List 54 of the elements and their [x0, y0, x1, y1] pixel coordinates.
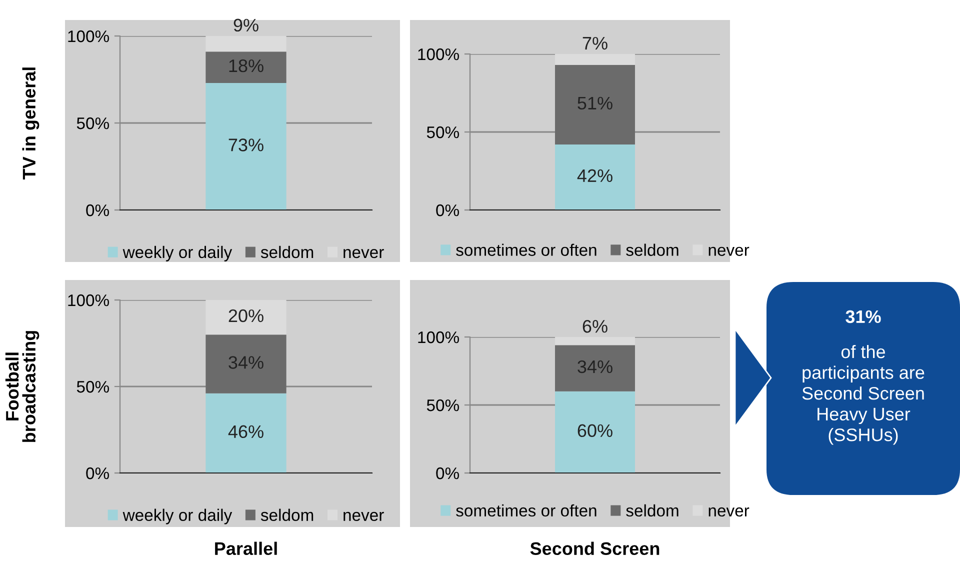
x-axis-title: Second Screen: [530, 542, 660, 556]
legend-label: seldom: [626, 504, 678, 517]
bar: [555, 337, 635, 346]
bar: [206, 393, 286, 473]
y-tick-label: 0%: [86, 467, 109, 480]
y-tick-label: 50%: [76, 380, 109, 393]
data-label: 51%: [578, 96, 612, 110]
legend-label: seldom: [260, 246, 314, 258]
legend-label: sometimes or often: [456, 244, 596, 256]
legend-label: seldom: [260, 508, 314, 521]
data-label: 60%: [578, 424, 612, 438]
data-label: 7%: [582, 36, 608, 50]
data-label: 42%: [577, 169, 612, 182]
data-label: 34%: [228, 356, 264, 369]
bar: [206, 36, 286, 52]
y-tick-label: 100%: [68, 294, 109, 306]
data-label: 6%: [582, 320, 608, 333]
legend-label: seldom: [626, 244, 678, 256]
y-axis-title: TV in general: [22, 68, 40, 180]
legend-label: never: [708, 246, 750, 256]
data-label: 73%: [228, 138, 264, 152]
bar: [555, 391, 635, 473]
text: of the participants are Second Screen Heavy User (SSHUs): [802, 344, 924, 445]
bar: [555, 54, 635, 65]
y-tick-label: 0%: [86, 204, 109, 216]
y-tick-label: 50%: [76, 117, 109, 130]
bar: [206, 52, 286, 83]
y-tick-label: 50%: [426, 126, 459, 138]
data-label: 46%: [228, 425, 264, 438]
legend-label: weekly or daily: [122, 508, 232, 524]
bar: [555, 345, 635, 392]
data-label: 18%: [229, 59, 264, 72]
legend-label: never: [344, 512, 384, 521]
y-tick-label: 0%: [436, 467, 459, 480]
x-axis-title: Parallel: [215, 542, 277, 556]
text: 31%: [846, 310, 881, 324]
legend-label: never: [708, 507, 750, 517]
legend-label: sometimes or often: [456, 504, 596, 517]
bar: [206, 82, 286, 210]
data-label: 34%: [578, 360, 612, 374]
y-tick-label: 0%: [436, 204, 459, 216]
y-tick-label: 100%: [68, 30, 109, 42]
y-tick-label: 50%: [426, 399, 459, 412]
y-tick-label: 100%: [418, 48, 459, 60]
bar: [555, 144, 635, 210]
legend-label: never: [344, 248, 384, 258]
y-axis-title: Football broadcasting: [5, 331, 40, 442]
legend-label: weekly or daily: [122, 246, 232, 262]
bar: [555, 64, 635, 144]
bar: [206, 300, 286, 335]
data-label: 9%: [234, 18, 258, 32]
data-label: 20%: [228, 309, 264, 322]
bar: [206, 334, 286, 394]
y-tick-label: 100%: [418, 331, 459, 344]
